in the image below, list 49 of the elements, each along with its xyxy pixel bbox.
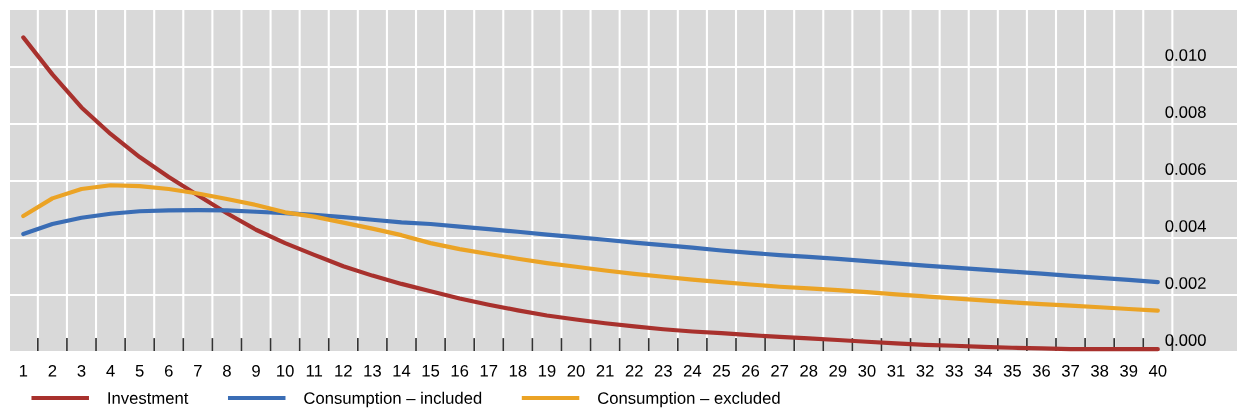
x-tick-label: 18 bbox=[509, 364, 527, 377]
x-tick-label: 2 bbox=[48, 364, 57, 377]
x-tick-label: 32 bbox=[916, 364, 934, 377]
x-tick-label: 39 bbox=[1120, 364, 1138, 377]
x-tick-label: 35 bbox=[1003, 364, 1021, 377]
x-tick-label: 9 bbox=[252, 364, 260, 377]
x-tick-label: 27 bbox=[771, 364, 789, 377]
x-tick-label: 37 bbox=[1061, 364, 1079, 377]
x-tick-label: 4 bbox=[106, 365, 115, 377]
x-tick-label: 34 bbox=[974, 364, 993, 377]
legend-label: Consumption – included bbox=[304, 391, 482, 408]
y-tick-label: 0.006 bbox=[1165, 163, 1206, 175]
x-tick-label: 11 bbox=[306, 365, 323, 377]
x-tick-label: 23 bbox=[654, 364, 672, 377]
x-tick-label: 29 bbox=[829, 364, 847, 377]
x-tick-label: 17 bbox=[480, 365, 498, 377]
x-tick-label: 36 bbox=[1032, 364, 1050, 377]
x-tick-label: 16 bbox=[451, 364, 469, 377]
x-tick-label: 8 bbox=[223, 364, 231, 377]
x-tick-label: 6 bbox=[164, 364, 173, 377]
y-tick-label: 0.000 bbox=[1165, 334, 1206, 346]
x-tick-label: 1 bbox=[19, 365, 28, 377]
legend-label: Consumption – excluded bbox=[598, 391, 780, 408]
y-tick-label: 0.008 bbox=[1165, 106, 1206, 118]
legend-label: Investment bbox=[108, 392, 189, 404]
x-tick-label: 30 bbox=[858, 364, 876, 377]
x-tick-label: 19 bbox=[538, 364, 556, 377]
x-tick-label: 14 bbox=[393, 365, 411, 377]
x-tick-label: 40 bbox=[1148, 364, 1167, 377]
x-tick-label: 22 bbox=[625, 364, 643, 377]
y-tick-label: 0.004 bbox=[1165, 220, 1206, 232]
x-tick-label: 3 bbox=[77, 364, 86, 377]
x-tick-label: 5 bbox=[135, 365, 144, 377]
x-tick-label: 28 bbox=[800, 364, 818, 377]
x-tick-label: 12 bbox=[335, 364, 352, 377]
x-tick-label: 10 bbox=[277, 364, 294, 377]
x-tick-label: 26 bbox=[742, 364, 760, 377]
x-tick-label: 31 bbox=[887, 364, 905, 377]
x-tick-label: 13 bbox=[364, 364, 381, 377]
y-tick-label: 0.002 bbox=[1165, 277, 1206, 289]
x-tick-label: 7 bbox=[194, 365, 202, 377]
x-tick-label: 24 bbox=[683, 364, 702, 377]
x-tick-label: 21 bbox=[596, 364, 614, 377]
y-tick-label: 0.010 bbox=[1165, 49, 1206, 61]
x-tick-label: 38 bbox=[1091, 364, 1109, 377]
x-tick-label: 15 bbox=[422, 365, 440, 377]
x-tick-label: 25 bbox=[713, 364, 731, 377]
x-tick-label: 20 bbox=[567, 364, 585, 377]
x-tick-label: 33 bbox=[945, 364, 963, 377]
